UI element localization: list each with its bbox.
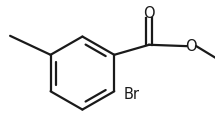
Text: O: O	[186, 39, 197, 54]
Text: O: O	[143, 6, 155, 21]
Text: Br: Br	[124, 87, 140, 102]
